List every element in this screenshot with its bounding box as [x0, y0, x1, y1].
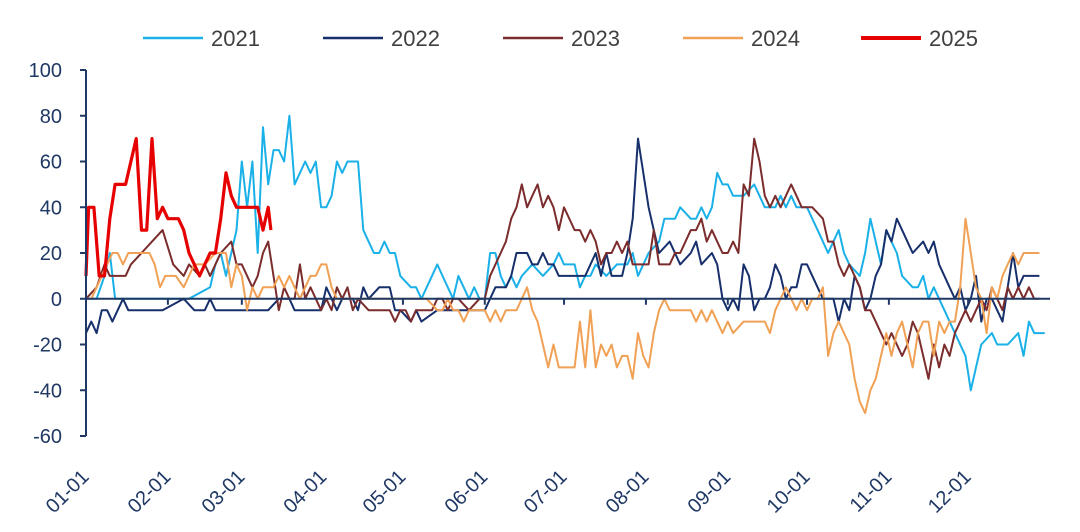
y-tick-label: 0 — [51, 289, 62, 311]
x-tick-label: 02-01 — [124, 466, 176, 518]
x-tick-label: 11-01 — [846, 466, 897, 517]
legend-label-2022: 2022 — [391, 26, 440, 51]
chart-series — [84, 114, 1045, 415]
x-tick-label: 05-01 — [359, 466, 411, 518]
y-tick-label: -60 — [33, 426, 62, 448]
y-tick-label: -40 — [33, 380, 62, 402]
series-line-2021 — [86, 114, 1045, 392]
legend-label-2021: 2021 — [211, 26, 260, 51]
y-tick-label: 60 — [40, 152, 62, 174]
series-line-2023 — [85, 137, 1040, 380]
chart-legend: 2021 2022 2023 2024 2025 — [143, 26, 978, 51]
x-tick-label: 07-01 — [520, 466, 572, 518]
x-tick-label: 08-01 — [602, 466, 654, 518]
x-tick-label: 06-01 — [441, 466, 493, 518]
series-line-2022 — [85, 137, 1040, 335]
legend-label-2024: 2024 — [751, 26, 800, 51]
x-tick-label: 09-01 — [684, 466, 736, 518]
x-tick-label: 03-01 — [198, 466, 250, 518]
series-line-2024 — [86, 217, 1040, 415]
x-tick-label: 01-01 — [42, 466, 94, 518]
y-tick-label: 40 — [40, 197, 62, 219]
x-tick-label: 04-01 — [280, 466, 332, 518]
y-tick-label: 100 — [29, 60, 62, 82]
legend-label-2025: 2025 — [929, 26, 978, 51]
y-tick-label: -20 — [33, 335, 62, 357]
legend-label-2023: 2023 — [571, 26, 620, 51]
x-tick-label: 10-01 — [763, 466, 815, 518]
series-line-2025 — [84, 137, 273, 278]
y-tick-label: 80 — [40, 106, 62, 128]
chart-axes: -60 -40 -20 0 20 40 60 80 100 01-01 02-01 03-01 04-0… — [29, 60, 1050, 518]
x-tick-label: 12-01 — [924, 466, 976, 518]
y-tick-label: 20 — [40, 243, 62, 265]
